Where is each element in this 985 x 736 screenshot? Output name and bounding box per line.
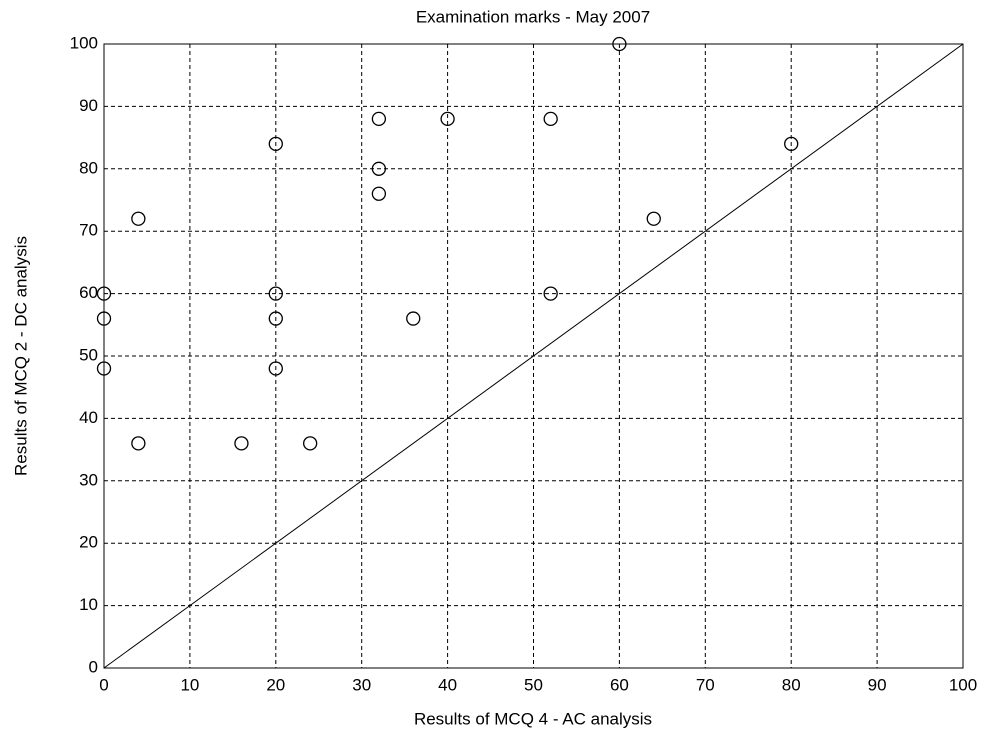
x-tick-label: 10 [180,675,199,694]
marker [303,436,318,451]
y-tick-label: 100 [70,33,98,52]
marker [543,111,558,127]
x-tick-label: 30 [352,675,371,694]
marker [268,286,283,301]
x-tick-label: 70 [696,675,715,694]
x-tick-label: 60 [610,675,629,694]
marker [268,136,283,151]
reference-line [103,43,964,669]
marker [371,186,387,201]
chart-title: Examination marks - May 2007 [416,7,650,26]
y-axis-label: Results of MCQ 2 - DC analysis [11,236,30,476]
marker [784,136,799,151]
plot-frame [103,43,964,669]
x-tick-label: 0 [99,675,108,694]
marker [268,311,283,326]
marker [96,286,112,301]
x-tick-label: 90 [868,675,887,694]
y-tick-label: 20 [79,533,98,552]
y-tick-label: 0 [89,657,98,676]
marker [131,211,146,226]
x-tick-label: 100 [949,675,977,694]
marker [646,211,661,226]
marker [96,361,112,376]
y-tick-label: 30 [79,470,98,489]
y-tick-label: 90 [79,96,98,115]
y-tick-label: 80 [79,158,98,177]
y-tick-label: 40 [79,408,98,427]
marker [406,311,421,326]
y-tick-label: 10 [79,595,98,614]
marker [612,36,627,52]
marker [543,286,558,301]
x-axis-label: Results of MCQ 4 - AC analysis [414,709,652,728]
x-tick-label: 80 [782,675,801,694]
y-tick-label: 50 [79,345,98,364]
marker [371,111,387,127]
marker [371,161,387,176]
x-tick-label: 20 [266,675,285,694]
marker [131,436,146,451]
x-tick-label: 40 [438,675,457,694]
x-tick-label: 50 [524,675,543,694]
y-tick-label: 70 [79,221,98,240]
marker [96,311,112,326]
y-tick-label: 60 [79,283,98,302]
marker [440,111,455,127]
marker [268,361,283,376]
marker [234,436,249,451]
